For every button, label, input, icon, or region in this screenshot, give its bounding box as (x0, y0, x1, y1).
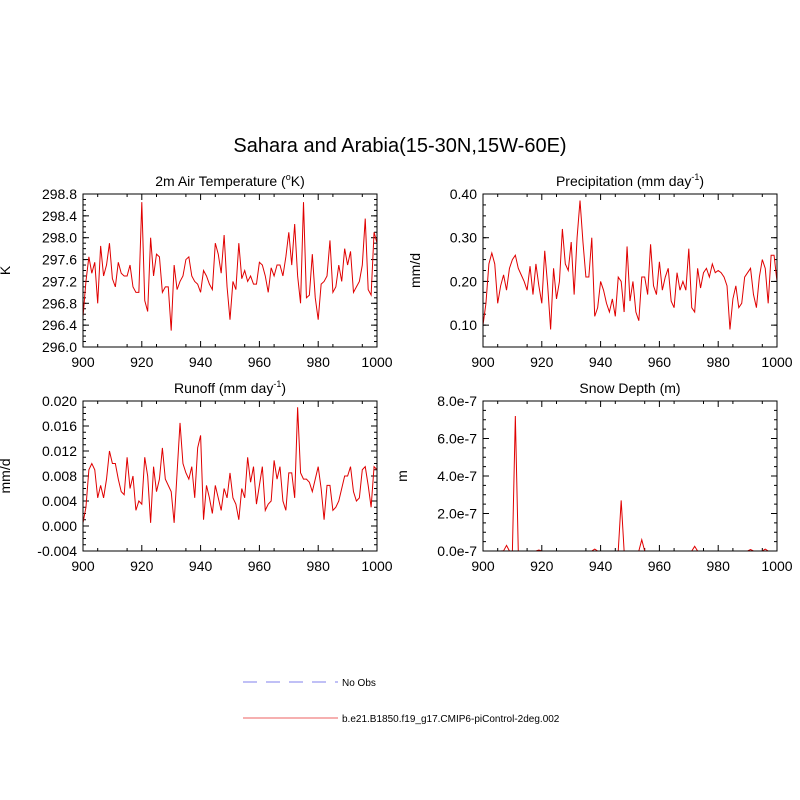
y-tick-label: 0.000 (42, 518, 77, 534)
y-tick-label: 298.0 (42, 230, 77, 246)
y-axis-label: m (394, 470, 410, 482)
y-tick-label: 0.016 (42, 418, 77, 434)
x-tick-label: 940 (589, 558, 613, 574)
plot-frame (482, 193, 778, 348)
y-tick-label: 0.008 (42, 468, 77, 484)
panel-title: 2m Air Temperature (oK) (155, 172, 304, 189)
x-tick-label: 900 (71, 558, 95, 574)
series-line (482, 200, 778, 330)
panel-title-main: Runoff (mm day (174, 380, 273, 396)
x-tick-label: 920 (130, 558, 154, 574)
panel-title-main: 2m Air Temperature ( (155, 173, 286, 189)
y-tick-label: 4.0e-7 (437, 468, 477, 484)
y-tick-label: 298.4 (42, 208, 77, 224)
x-tick-label: 920 (130, 354, 154, 370)
x-tick-label: 960 (248, 354, 272, 370)
plot-frame (82, 193, 378, 348)
y-tick-label: 0.40 (450, 186, 477, 202)
y-tick-label: 0.10 (450, 317, 477, 333)
y-tick-label: 296.4 (42, 317, 77, 333)
y-tick-label: 2.0e-7 (437, 506, 477, 522)
y-tick-label: 298.8 (42, 186, 77, 202)
y-tick-label: 8.0e-7 (437, 393, 477, 409)
panel-title-end: K) (291, 173, 305, 189)
x-tick-label: 960 (248, 558, 272, 574)
x-tick-label: 920 (530, 354, 554, 370)
y-tick-label: 297.2 (42, 273, 77, 289)
x-tick-label: 1000 (361, 354, 392, 370)
y-tick-label: 0.020 (42, 393, 77, 409)
x-tick-label: 960 (648, 354, 672, 370)
x-tick-label: 980 (307, 354, 331, 370)
chart-panel-2: Precipitation (mm day-1) mm/d 900 920 940 960… (407, 172, 793, 370)
legend-model-label: b.e21.B1850.f19_g17.CMIP6-piControl-2deg… (342, 714, 560, 725)
y-tick-label: 296.0 (42, 339, 77, 355)
x-tick-label: 940 (189, 354, 213, 370)
legend-obs-label: No Obs (342, 678, 376, 689)
series-line (483, 415, 777, 552)
chart-panel-1: 2m Air Temperature (oK) K 900 920 940 960 980 1… (0, 172, 393, 370)
y-tick-label: 0.012 (42, 443, 77, 459)
panel-title: Snow Depth (m) (579, 380, 680, 396)
y-tick-label: 0.30 (450, 230, 477, 246)
plot-frame (82, 400, 378, 552)
chart-panel-3: Runoff (mm day-1) mm/d 900 920 940 960 980 1000… (0, 379, 393, 574)
panel-title-superscript: -1 (273, 379, 281, 389)
x-tick-label: 980 (707, 558, 731, 574)
panel-title-main: Snow Depth (m) (579, 380, 680, 396)
x-tick-label: 980 (307, 558, 331, 574)
series-line (82, 202, 378, 331)
x-tick-label: 1000 (361, 558, 392, 574)
x-tick-label: 940 (189, 558, 213, 574)
x-tick-label: 920 (530, 558, 554, 574)
y-tick-label: 0.004 (42, 493, 77, 509)
panel-title-end: ) (281, 380, 286, 396)
y-tick-label: 6.0e-7 (437, 431, 477, 447)
panel-title: Runoff (mm day-1) (174, 379, 286, 396)
x-tick-label: 960 (648, 558, 672, 574)
panel-title-end: ) (699, 173, 704, 189)
panel-title-main: Precipitation (mm day (556, 173, 691, 189)
y-tick-label: 0.20 (450, 273, 477, 289)
y-tick-label: 297.6 (42, 252, 77, 268)
panel-title-superscript: o (286, 172, 291, 182)
plot-frame (482, 400, 778, 552)
legend: No Obs b.e21.B1850.f19_g17.CMIP6-piContr… (243, 678, 560, 725)
x-tick-label: 900 (71, 354, 95, 370)
y-tick-label: 0.0e-7 (437, 543, 477, 559)
y-tick-label: -0.004 (37, 543, 77, 559)
x-tick-label: 900 (471, 558, 495, 574)
x-tick-label: 940 (589, 354, 613, 370)
y-axis-label: mm/d (407, 253, 423, 288)
panels: 2m Air Temperature (oK) K 900 920 940 960 980 1… (0, 172, 793, 574)
x-tick-label: 1000 (761, 354, 792, 370)
x-tick-label: 980 (707, 354, 731, 370)
chart-panel-4: Snow Depth (m) m 900 920 940 960 980 1000 0.0e-7… (394, 380, 793, 574)
y-axis-label: K (0, 265, 13, 275)
x-tick-label: 1000 (761, 558, 792, 574)
y-axis-label: mm/d (0, 459, 13, 494)
figure-title: Sahara and Arabia(15-30N,15W-60E) (233, 135, 566, 157)
x-tick-label: 900 (471, 354, 495, 370)
y-tick-label: 296.8 (42, 295, 77, 311)
panel-title-superscript: -1 (691, 172, 699, 182)
series-line (82, 407, 378, 523)
panel-title: Precipitation (mm day-1) (556, 172, 704, 189)
